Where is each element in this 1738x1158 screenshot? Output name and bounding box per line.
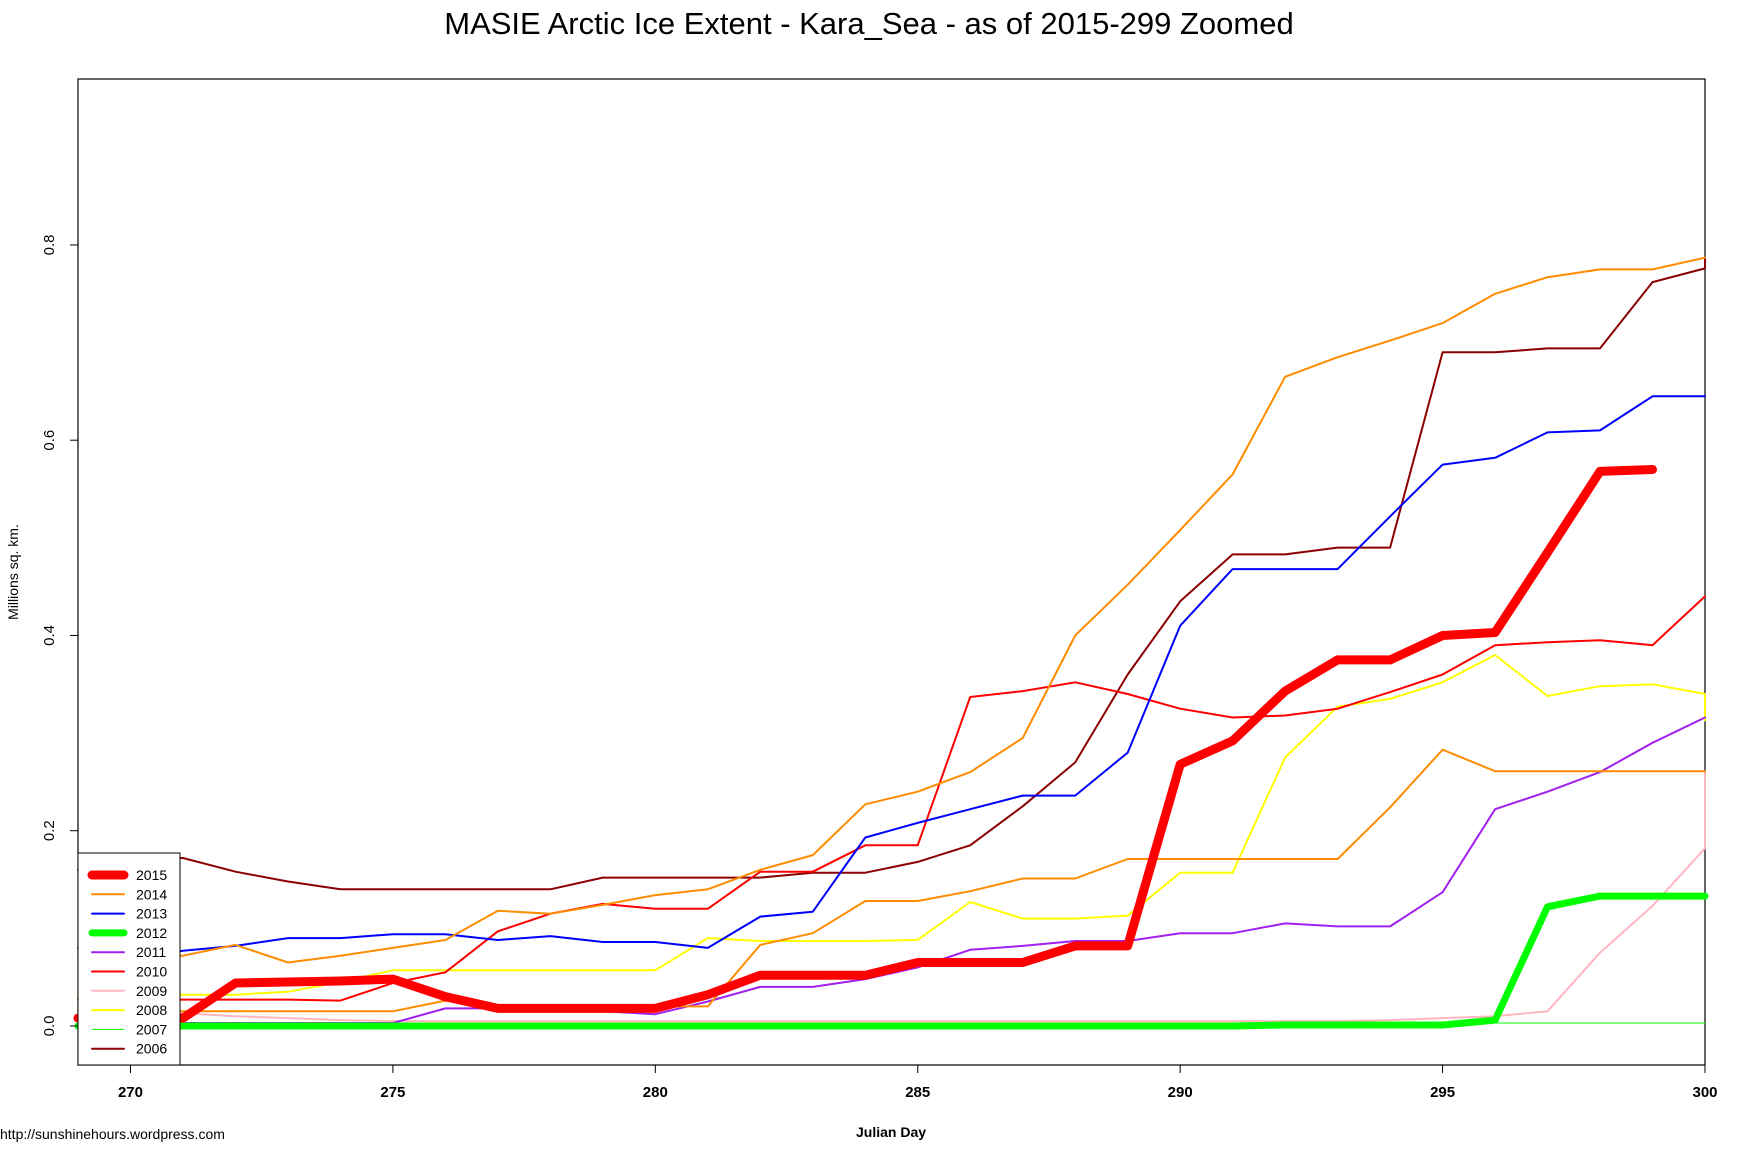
- legend-items: 2015 2014 2013 2012 2011 2010 2009 2008 2007 2006: [87, 867, 167, 1057]
- legend-label: 2013: [136, 906, 167, 922]
- x-tick-label: 300: [1692, 1084, 1717, 1101]
- legend: 2015 2014 2013 2012 2011 2010 2009 2008 2007 2006: [77, 852, 181, 1066]
- series-layer: [73, 256, 1709, 1030]
- y-tick-label: 0.6: [41, 430, 58, 451]
- legend-label: 2006: [136, 1041, 167, 1057]
- plot-frame: [77, 78, 1706, 1066]
- legend-label: 2014: [136, 886, 167, 902]
- series-line-2010: [77, 595, 1706, 1002]
- series-line-2014: [77, 256, 1706, 964]
- legend-label: 2008: [136, 1002, 167, 1018]
- series-line-2012: [74, 892, 1709, 1030]
- x-tick-label: 280: [643, 1084, 668, 1101]
- x-tick-label: 275: [380, 1084, 405, 1101]
- x-tick-label: 295: [1430, 1084, 1455, 1101]
- x-tick-label: 270: [118, 1084, 143, 1101]
- y-tick-label: 0.2: [41, 820, 58, 841]
- x-tick-label: 285: [905, 1084, 930, 1101]
- legend-label: 2012: [136, 925, 167, 941]
- x-tick-label: 290: [1168, 1084, 1193, 1101]
- x-axis: 270 275 280 285 290 295 300: [118, 1064, 1718, 1101]
- plot-area: [73, 78, 1709, 1066]
- legend-label: 2015: [136, 867, 167, 883]
- y-tick-label: 0.8: [41, 235, 58, 256]
- y-tick-label: 0.0: [41, 1016, 58, 1037]
- series-line-2008: [77, 654, 1706, 996]
- legend-label: 2011: [136, 944, 166, 960]
- legend-label: 2009: [136, 983, 167, 999]
- series-line-2009: [77, 771, 1706, 1023]
- series-line-2014b: [77, 748, 1706, 1013]
- series-line-2006: [77, 257, 1706, 891]
- legend-label: 2007: [136, 1021, 167, 1037]
- y-tick-label: 0.4: [41, 625, 58, 646]
- series-line-2015: [73, 465, 1657, 1023]
- series-line-2013: [77, 395, 1706, 959]
- chart-title: MASIE Arctic Ice Extent - Kara_Sea - as …: [444, 6, 1293, 41]
- legend-label: 2010: [136, 964, 167, 980]
- credit-text: http://sunshinehours.wordpress.com: [0, 1126, 225, 1142]
- x-axis-label: Julian Day: [856, 1124, 926, 1140]
- y-axis-label: Millions sq. km.: [5, 524, 21, 620]
- y-axis: 0.0 0.2 0.4 0.6 0.8: [41, 235, 78, 1037]
